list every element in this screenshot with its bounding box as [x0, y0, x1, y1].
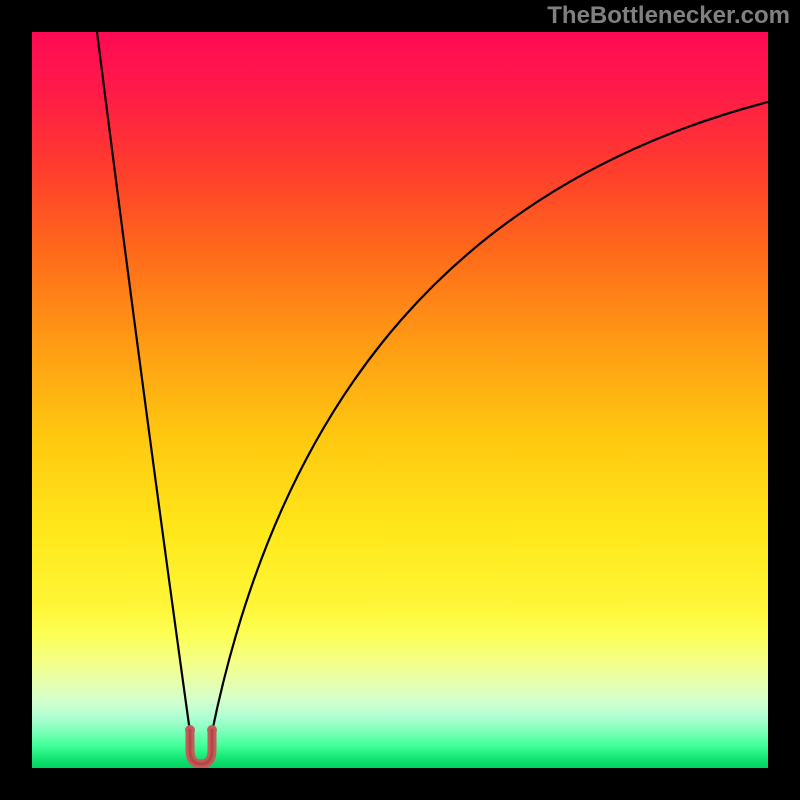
watermark-text: TheBottlenecker.com [547, 2, 790, 30]
curve-left-arm [97, 32, 190, 732]
plot-area [32, 32, 768, 768]
bottleneck-curve-chart [32, 32, 768, 768]
curve-right-arm [212, 102, 768, 732]
trough-marker [185, 725, 217, 764]
